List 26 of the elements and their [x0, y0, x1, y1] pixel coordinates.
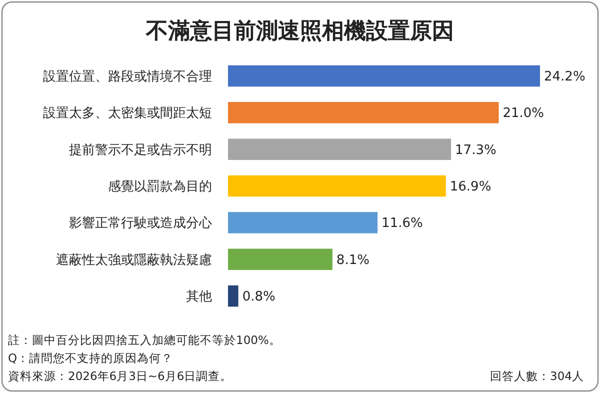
data-label: 8.1% [336, 252, 370, 268]
data-label: 0.8% [242, 290, 276, 305]
y-tick-label: 遮蔽性太強或隱蔽執法疑慮 [56, 252, 212, 268]
bar [228, 285, 238, 307]
y-tick-label: 感覺以罰款為目的 [108, 180, 212, 195]
data-label: 17.3% [455, 142, 496, 158]
data-label: 16.9% [450, 180, 492, 195]
bar [228, 102, 499, 124]
bar [228, 65, 540, 87]
chart-title: 不滿意目前測速照相機設置原因 [145, 19, 454, 44]
source-note: 資料來源：2026年6月3日~6月6日調查。 [8, 369, 232, 383]
data-label: 24.2% [544, 70, 586, 85]
bar [228, 138, 452, 160]
y-tick-label: 設置太多、太密集或間距太短 [43, 106, 212, 122]
bar [228, 175, 446, 197]
y-tick-label: 設置位置、路段或情境不合理 [43, 68, 212, 85]
bar [228, 212, 378, 234]
y-tick-label: 提前警示不足或告示不明 [69, 142, 212, 158]
text: 回答人數：304人 [490, 369, 584, 383]
y-tick-label: 其他 [186, 290, 212, 305]
text: Q：請問您不支持的原因為何？ [8, 351, 174, 365]
data-label: 11.6% [382, 216, 423, 232]
data-label: 21.0% [502, 106, 544, 122]
text: 註：圖中百分比因四捨五入加總可能不等於100%。 [8, 333, 281, 347]
bar [228, 248, 332, 270]
y-tick-label: 影響正常行駛或造成分心 [69, 215, 212, 232]
